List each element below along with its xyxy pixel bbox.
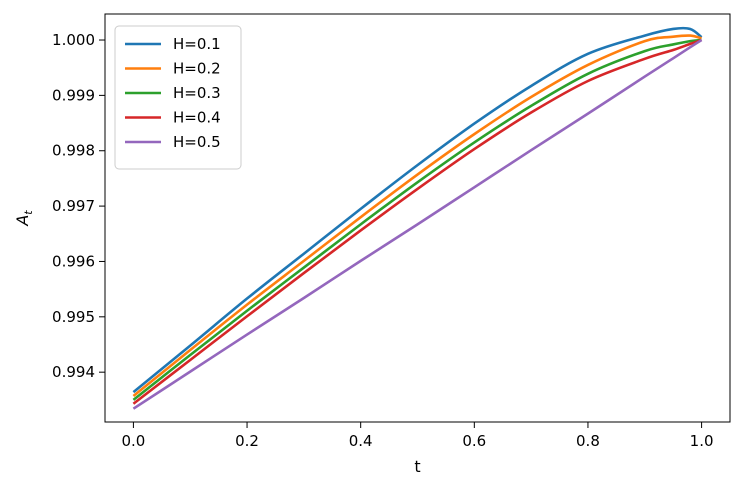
legend-label: H=0.5 bbox=[173, 133, 221, 151]
x-axis-label: t bbox=[414, 457, 420, 476]
series-line bbox=[132, 38, 702, 401]
x-axis: 0.0 0.2 0.4 0.6 0.8 1.0 bbox=[121, 422, 714, 450]
y-axis-label-main: A bbox=[13, 215, 32, 227]
y-axis-label: At bbox=[13, 210, 35, 227]
x-tick-label: 0.6 bbox=[462, 432, 486, 450]
legend-label: H=0.1 bbox=[173, 35, 221, 53]
plot-area-frame bbox=[104, 13, 731, 423]
x-tick-label: 0.0 bbox=[121, 432, 145, 450]
y-axis-label-subscript: t bbox=[22, 210, 35, 215]
series-line bbox=[132, 34, 702, 397]
legend-label: H=0.2 bbox=[173, 60, 221, 78]
y-tick-label: 0.997 bbox=[52, 197, 95, 215]
series-layer bbox=[132, 26, 703, 410]
y-tick-label: 0.994 bbox=[52, 363, 95, 381]
y-tick-label: 0.998 bbox=[52, 142, 95, 160]
y-tick-label: 0.995 bbox=[52, 308, 95, 326]
series-line bbox=[132, 38, 703, 410]
series-line bbox=[132, 38, 703, 405]
series-line bbox=[132, 26, 703, 394]
legend-box bbox=[114, 25, 242, 170]
y-tick-label: 1.000 bbox=[52, 31, 95, 49]
y-tick-label: 0.999 bbox=[52, 86, 95, 104]
y-axis: 0.994 0.995 0.996 0.997 0.998 0.999 1.000 bbox=[52, 31, 105, 381]
legend-label: H=0.3 bbox=[173, 84, 221, 102]
legend-label: H=0.4 bbox=[173, 109, 221, 127]
x-tick-label: 0.2 bbox=[235, 432, 259, 450]
x-tick-label: 0.8 bbox=[576, 432, 600, 450]
x-tick-label: 1.0 bbox=[690, 432, 714, 450]
y-tick-label: 0.996 bbox=[52, 252, 95, 270]
legend: H=0.1 H=0.2 H=0.3 H=0.4 H=0.5 bbox=[114, 25, 242, 170]
x-tick-label: 0.4 bbox=[349, 432, 373, 450]
